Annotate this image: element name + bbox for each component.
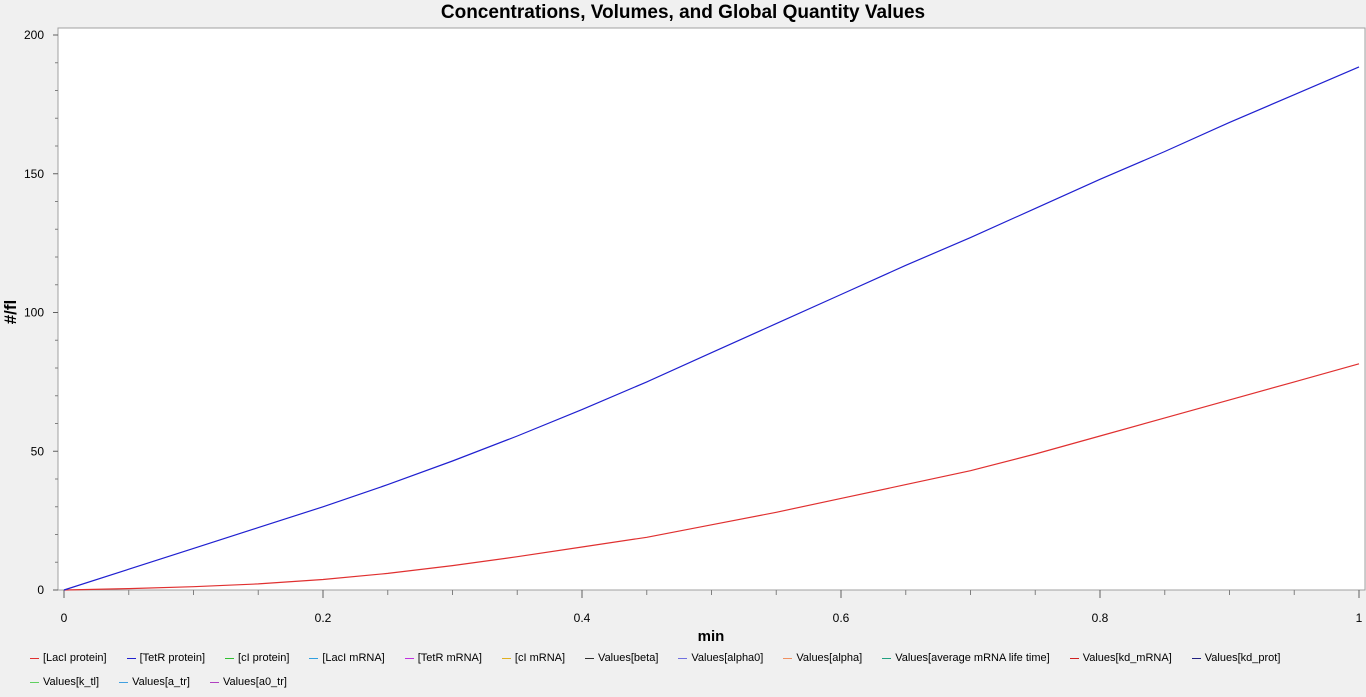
legend-label: Values[alpha]: [796, 652, 863, 664]
legend-swatch: [309, 657, 319, 659]
legend-item[interactable]: [LacI protein]: [30, 652, 107, 664]
legend-item[interactable]: [TetR mRNA]: [404, 652, 482, 664]
legend-label: [LacI mRNA]: [322, 652, 385, 664]
legend-label: [TetR protein]: [139, 652, 206, 664]
legend-swatch: [678, 657, 688, 659]
legend-label: Values[k_tl]: [43, 676, 100, 688]
legend-swatch: [1069, 657, 1079, 659]
legend-item[interactable]: [LacI mRNA]: [309, 652, 385, 664]
x-axis-label: min: [698, 628, 725, 645]
chart-title: Concentrations, Volumes, and Global Quan…: [440, 2, 926, 23]
legend-swatch: [126, 657, 136, 659]
legend-label: Values[kd_mRNA]: [1082, 652, 1172, 664]
legend-label: Values[kd_prot]: [1204, 652, 1281, 664]
y-axis: 0 50 100 150 200: [24, 28, 58, 597]
plot-background: [57, 27, 1366, 591]
y-tick-label: 150: [24, 167, 44, 181]
legend-swatch: [501, 657, 511, 659]
legend-swatch: [783, 657, 793, 659]
y-tick-label: 0: [37, 583, 44, 597]
x-tick-label: 0.2: [315, 611, 332, 625]
x-tick-label: 0: [61, 611, 68, 625]
x-axis: 0 0.2 0.4 0.6 0.8 1: [61, 590, 1363, 625]
x-tick-label: 1: [1356, 611, 1363, 625]
legend-item[interactable]: Values[alpha]: [783, 652, 862, 664]
legend-swatch: [585, 657, 595, 659]
legend-item[interactable]: Values[a_tr]: [119, 676, 190, 688]
series-line-0: [63, 363, 1360, 591]
legend-swatch: [209, 681, 219, 683]
legend-item[interactable]: Values[k_tl]: [30, 676, 99, 688]
y-tick-label: 50: [31, 444, 45, 458]
legend-swatch: [225, 657, 235, 659]
legend-swatch: [882, 657, 892, 659]
y-tick-label: 200: [24, 28, 44, 42]
legend-item[interactable]: Values[alpha0]: [678, 652, 763, 664]
legend-item[interactable]: Values[beta]: [585, 652, 658, 664]
legend-label: [LacI protein]: [43, 652, 107, 664]
series-lines: [63, 66, 1360, 591]
legend: [LacI protein] [TetR protein] [cI protein]…: [30, 652, 1360, 688]
legend-label: Values[a_tr]: [132, 676, 190, 688]
legend-label: Values[beta]: [598, 652, 659, 664]
legend-swatch: [1191, 657, 1201, 659]
y-tick-label: 100: [24, 306, 44, 320]
legend-item[interactable]: Values[a0_tr]: [209, 676, 287, 688]
legend-label: Values[alpha0]: [691, 652, 764, 664]
series-line-1: [63, 66, 1360, 591]
legend-label: Values[average mRNA life time]: [895, 652, 1050, 664]
legend-swatch: [404, 657, 414, 659]
plot-area[interactable]: 0 50 100 150 200 0 0.2 0.4 0.6 0.8 1 min #/fl: [0, 0, 1366, 650]
legend-item[interactable]: [cI mRNA]: [501, 652, 566, 664]
legend-label: [cI mRNA]: [514, 652, 566, 664]
legend-item[interactable]: [TetR protein]: [126, 652, 206, 664]
legend-item[interactable]: Values[average mRNA life time]: [882, 652, 1050, 664]
legend-swatch: [30, 657, 39, 659]
legend-swatch: [30, 681, 39, 683]
legend-label: Values[a0_tr]: [222, 676, 287, 688]
legend-item[interactable]: Values[kd_mRNA]: [1069, 652, 1172, 664]
legend-swatch: [119, 681, 129, 683]
x-tick-label: 0.4: [574, 611, 591, 625]
legend-item[interactable]: Values[kd_prot]: [1191, 652, 1281, 664]
x-tick-label: 0.8: [1092, 611, 1109, 625]
x-tick-label: 0.6: [833, 611, 850, 625]
legend-label: [TetR mRNA]: [417, 652, 482, 664]
y-axis-label: #/fl: [1, 300, 20, 325]
legend-label: [cI protein]: [238, 652, 290, 664]
legend-item[interactable]: [cI protein]: [225, 652, 289, 664]
